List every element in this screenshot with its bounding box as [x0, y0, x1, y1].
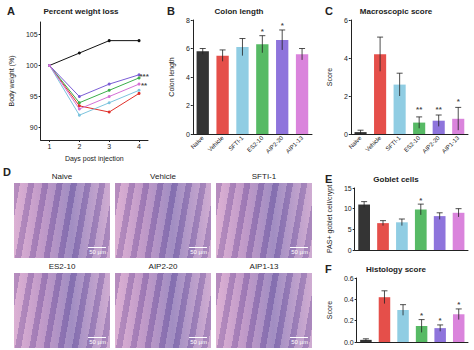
svg-text:6: 6 — [344, 17, 348, 24]
svg-text:105: 105 — [26, 31, 38, 38]
svg-text:*: * — [439, 316, 443, 325]
svg-text:0.0: 0.0 — [344, 339, 354, 346]
svg-text:6: 6 — [186, 45, 190, 52]
svg-text:0.6: 0.6 — [344, 275, 354, 282]
html-text:AIP2-20: AIP2-20 — [148, 262, 178, 271]
svg-text:AIP2-20: AIP2-20 — [265, 134, 285, 154]
svg-text:90: 90 — [30, 124, 38, 131]
svg-text:Vehicle: Vehicle — [207, 134, 225, 152]
svg-text:*: * — [420, 311, 424, 320]
html-text:50 µm: 50 µm — [89, 339, 106, 345]
svg-text:95: 95 — [30, 93, 38, 100]
svg-text:AIP1-13: AIP1-13 — [441, 134, 461, 154]
svg-text:*: * — [281, 21, 285, 30]
svg-text:Macroscopic score: Macroscopic score — [360, 7, 433, 16]
svg-text:**: ** — [141, 81, 148, 90]
svg-text:Histology score: Histology score — [366, 265, 427, 274]
svg-text:Days post injection: Days post injection — [65, 155, 124, 163]
svg-text:**: ** — [416, 105, 423, 114]
html-text:50 µm: 50 µm — [291, 249, 308, 255]
html-text:ES2-10: ES2-10 — [48, 262, 76, 271]
svg-text:PAS+ goblet cell/crypt: PAS+ goblet cell/crypt — [326, 185, 334, 253]
svg-text:ES2-10: ES2-10 — [403, 134, 422, 153]
html-text:50 µm: 50 µm — [190, 249, 207, 255]
svg-text:4: 4 — [344, 55, 348, 62]
svg-text:2: 2 — [77, 143, 81, 150]
html-text:Naive: Naive — [51, 172, 73, 181]
svg-text:8: 8 — [186, 17, 190, 24]
svg-text:Colon length: Colon length — [168, 57, 176, 96]
svg-text:0.4: 0.4 — [344, 296, 354, 303]
svg-text:Vehicle: Vehicle — [364, 134, 382, 152]
svg-text:Score: Score — [326, 301, 333, 319]
svg-text:5: 5 — [348, 226, 352, 233]
svg-text:B: B — [167, 5, 175, 17]
svg-text:10: 10 — [344, 205, 352, 212]
svg-text:*: * — [457, 97, 461, 106]
svg-text:***: *** — [139, 72, 149, 81]
svg-text:ES2-10: ES2-10 — [246, 134, 265, 153]
html-text:AIP1-13: AIP1-13 — [249, 262, 279, 271]
svg-text:*: * — [419, 196, 423, 205]
svg-text:1: 1 — [48, 143, 52, 150]
html-text:D: D — [3, 166, 11, 178]
svg-text:F: F — [325, 263, 332, 275]
svg-text:Score: Score — [326, 68, 333, 86]
svg-text:0: 0 — [344, 131, 348, 138]
html-text:50 µm: 50 µm — [291, 339, 308, 345]
svg-text:A: A — [7, 5, 15, 17]
svg-text:Body weight (%): Body weight (%) — [8, 56, 16, 107]
svg-text:4: 4 — [137, 143, 141, 150]
svg-text:4: 4 — [186, 74, 190, 81]
svg-text:E: E — [325, 173, 332, 185]
svg-text:3: 3 — [107, 143, 111, 150]
svg-text:AIP1-13: AIP1-13 — [285, 134, 305, 154]
svg-text:2: 2 — [344, 93, 348, 100]
svg-text:**: ** — [436, 105, 443, 114]
html-text:50 µm: 50 µm — [190, 339, 207, 345]
svg-text:SFTI-1: SFTI-1 — [385, 134, 403, 152]
svg-text:AIP2-20: AIP2-20 — [421, 134, 441, 154]
svg-text:*: * — [261, 27, 265, 36]
svg-text:0: 0 — [186, 131, 190, 138]
svg-text:Goblet cells: Goblet cells — [373, 175, 419, 184]
svg-text:Naive: Naive — [348, 134, 364, 150]
svg-text:15: 15 — [344, 185, 352, 192]
svg-text:Naive: Naive — [190, 134, 206, 150]
html-text:50 µm: 50 µm — [89, 249, 106, 255]
svg-text:*: * — [457, 300, 461, 309]
svg-text:2: 2 — [186, 102, 190, 109]
html-text:SFTI-1: SFTI-1 — [251, 172, 277, 181]
html-text:Vehicle: Vehicle — [150, 172, 176, 181]
svg-text:SFTI-1: SFTI-1 — [227, 134, 245, 152]
svg-text:C: C — [325, 5, 333, 17]
svg-text:0.2: 0.2 — [344, 317, 354, 324]
svg-text:Colon length: Colon length — [215, 7, 264, 16]
svg-text:Percent weight loss: Percent weight loss — [43, 7, 119, 16]
svg-text:0: 0 — [348, 247, 352, 254]
svg-text:100: 100 — [26, 62, 38, 69]
